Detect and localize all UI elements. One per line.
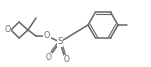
Text: O: O: [64, 55, 70, 64]
Text: O: O: [5, 26, 11, 35]
Text: S: S: [57, 38, 63, 46]
Text: O: O: [44, 31, 50, 40]
Text: O: O: [46, 53, 52, 62]
